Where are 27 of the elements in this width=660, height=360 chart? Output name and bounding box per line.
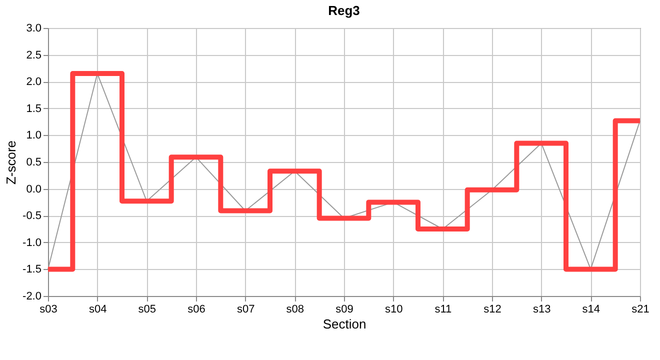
y-tick-label: -2.0 [22, 290, 42, 302]
x-tick-label: s05 [138, 304, 156, 316]
y-tick-label: -0.5 [22, 210, 42, 222]
x-tick-label: s11 [434, 304, 452, 316]
y-tick-label: 1.0 [26, 130, 42, 142]
x-tick-label: s09 [336, 304, 354, 316]
x-tick-label: s08 [286, 304, 304, 316]
y-tick-label: 1.5 [26, 102, 42, 115]
x-tick-label: s13 [532, 304, 551, 316]
x-tick-label: s21 [632, 304, 650, 316]
y-tick-label: 0.0 [26, 183, 42, 196]
x-tick-label: s03 [40, 304, 58, 316]
y-tick-label: -1.5 [22, 264, 42, 276]
x-tick-label: s14 [582, 304, 600, 316]
y-tick-label: -1.0 [22, 236, 42, 249]
y-tick-label: 2.5 [26, 49, 42, 62]
y-tick-label: 0.5 [26, 156, 42, 168]
x-tick-label: s12 [484, 304, 502, 316]
chart-title: Reg3 [328, 3, 360, 18]
x-tick-label: s10 [384, 304, 403, 316]
y-tick-label: 3.0 [26, 22, 42, 34]
y-axis-title: Z-score [4, 140, 19, 185]
x-tick-label: s06 [188, 304, 206, 316]
x-tick-label: s07 [236, 304, 255, 316]
x-axis-title: Section [322, 316, 366, 332]
y-tick-label: 2.0 [26, 76, 42, 88]
x-tick-label: s04 [88, 304, 107, 316]
